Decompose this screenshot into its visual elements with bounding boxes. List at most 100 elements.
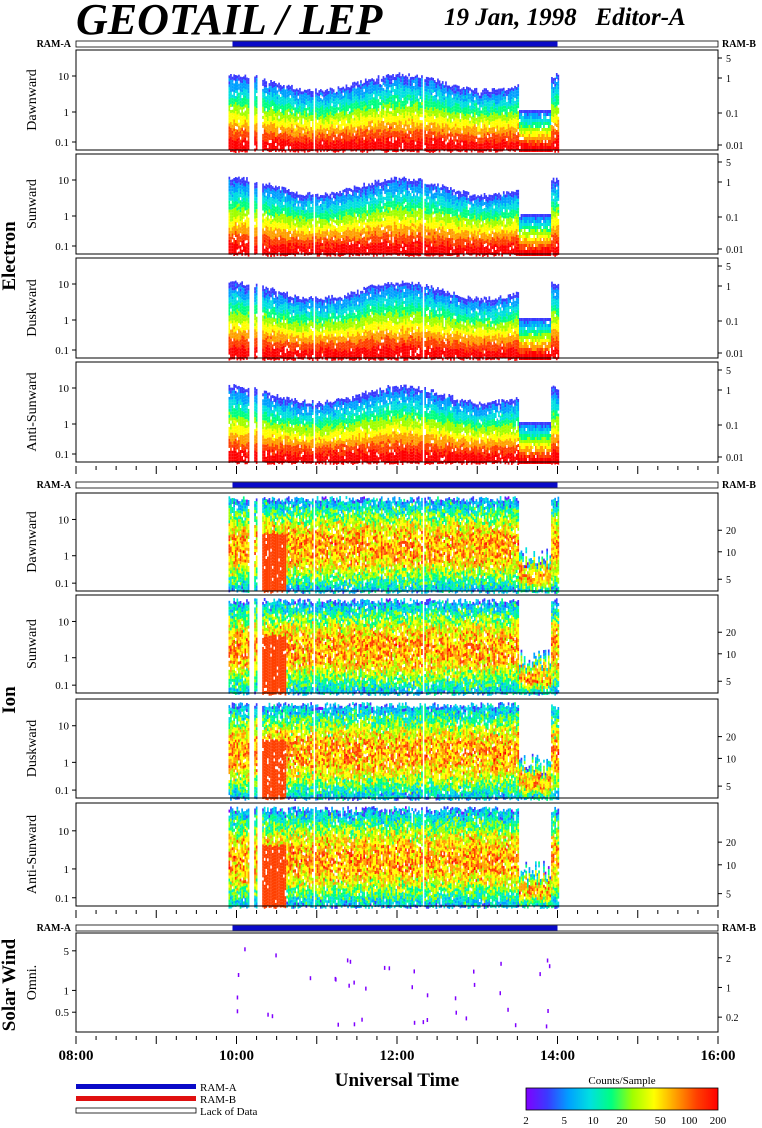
heatmap-cell xyxy=(256,206,258,209)
heatmap-cell xyxy=(503,133,505,136)
heatmap-cell xyxy=(232,110,234,113)
heatmap-cell xyxy=(548,122,550,125)
heatmap-cell xyxy=(375,100,377,103)
heatmap-cell xyxy=(280,112,282,115)
heatmap-cell xyxy=(286,131,288,134)
heatmap-cell xyxy=(238,105,240,108)
heatmap-cell xyxy=(281,116,283,119)
heatmap-cell xyxy=(254,219,256,222)
heatmap-cell xyxy=(312,121,314,124)
heatmap-cell xyxy=(376,79,378,82)
heatmap-cell xyxy=(532,110,534,113)
heatmap-cell xyxy=(509,113,511,116)
heatmap-cell xyxy=(476,145,478,148)
heatmap-cell xyxy=(347,141,349,144)
heatmap-cell xyxy=(440,146,442,149)
heatmap-cell xyxy=(437,136,439,139)
heatmap-cell xyxy=(429,93,431,96)
heatmap-cell xyxy=(411,146,413,149)
heatmap-cell xyxy=(474,106,476,109)
heatmap-cell xyxy=(296,97,298,100)
heatmap-cell xyxy=(265,114,267,117)
heatmap-cell xyxy=(286,196,288,199)
heatmap-cell xyxy=(538,143,540,146)
heatmap-cell xyxy=(439,143,441,146)
heatmap-cell xyxy=(387,119,389,122)
heatmap-cell xyxy=(452,89,454,92)
heatmap-cell xyxy=(294,250,296,253)
heatmap-cell xyxy=(318,132,320,135)
heatmap-cell xyxy=(273,191,275,194)
heatmap-cell xyxy=(354,127,356,130)
heatmap-cell xyxy=(269,192,271,195)
heatmap-cell xyxy=(272,130,274,133)
heatmap-cell xyxy=(352,136,354,139)
heatmap-cell xyxy=(264,189,266,192)
heatmap-cell xyxy=(232,104,234,107)
heatmap-cell xyxy=(318,135,320,138)
heatmap-cell xyxy=(235,183,237,186)
heatmap-cell xyxy=(379,144,381,147)
heatmap-cell xyxy=(229,102,231,105)
heatmap-cell xyxy=(312,115,314,118)
heatmap-cell xyxy=(229,96,231,99)
heatmap-cell xyxy=(436,85,438,88)
heatmap-cell xyxy=(455,94,457,97)
heatmap-cell xyxy=(254,116,256,119)
heatmap-cell xyxy=(386,102,388,105)
heatmap-cell xyxy=(383,94,385,97)
heatmap-cell xyxy=(533,143,535,146)
heatmap-cell xyxy=(233,146,235,149)
heatmap-cell xyxy=(455,85,457,88)
heatmap-cell xyxy=(288,88,290,91)
heatmap-cell xyxy=(317,138,319,141)
heatmap-cell xyxy=(326,101,328,104)
heatmap-cell xyxy=(256,194,258,197)
heatmap-cell xyxy=(426,146,428,149)
heatmap-cell xyxy=(281,125,283,128)
heatmap-cell xyxy=(238,222,240,225)
heatmap-cell xyxy=(545,110,547,113)
heatmap-cell xyxy=(479,147,481,150)
heatmap-cell xyxy=(437,145,439,148)
heatmap-cell xyxy=(410,128,412,131)
heatmap-cell xyxy=(418,111,420,114)
heatmap-cell xyxy=(248,200,250,203)
heatmap-cell xyxy=(309,128,311,131)
heatmap-cell xyxy=(436,133,438,136)
heatmap-cell xyxy=(556,112,558,115)
heatmap-cell xyxy=(550,140,552,143)
heatmap-cell xyxy=(288,91,290,94)
heatmap-cell xyxy=(468,144,470,147)
heatmap-cell xyxy=(232,113,234,116)
heatmap-cell xyxy=(517,117,519,120)
heatmap-cell xyxy=(346,115,348,118)
heatmap-cell xyxy=(277,111,279,114)
heatmap-cell xyxy=(516,117,518,120)
heatmap-cell xyxy=(280,136,282,139)
heatmap-cell xyxy=(277,190,279,193)
heatmap-cell xyxy=(256,141,258,144)
heatmap-cell xyxy=(283,244,285,247)
heatmap-cell xyxy=(243,222,245,225)
heatmap-cell xyxy=(290,216,292,219)
heatmap-cell xyxy=(248,78,250,81)
heatmap-cell xyxy=(537,125,539,128)
heatmap-cell xyxy=(533,122,535,125)
heatmap-cell xyxy=(479,129,481,132)
heatmap-cell xyxy=(511,126,513,129)
heatmap-cell xyxy=(550,143,552,146)
heatmap-cell xyxy=(254,189,256,192)
heatmap-cell xyxy=(513,112,515,115)
heatmap-cell xyxy=(482,93,484,96)
heatmap-cell xyxy=(331,130,333,133)
heatmap-cell xyxy=(233,125,235,128)
heatmap-cell xyxy=(280,238,282,241)
heatmap-cell xyxy=(285,197,287,200)
heatmap-cell xyxy=(455,118,457,121)
heatmap-cell xyxy=(420,108,422,111)
heatmap-cell xyxy=(301,118,303,121)
heatmap-cell xyxy=(264,132,266,135)
heatmap-cell xyxy=(373,145,375,148)
heatmap-cell xyxy=(254,107,256,110)
